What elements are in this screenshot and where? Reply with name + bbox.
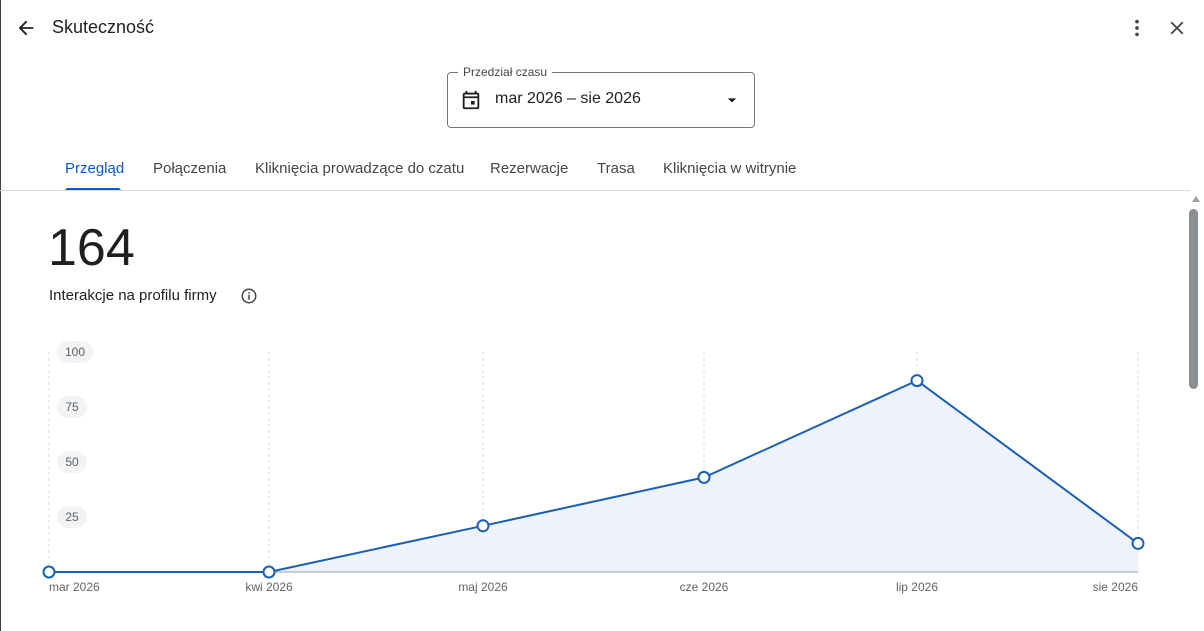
window-edge	[0, 0, 1, 631]
info-icon[interactable]	[240, 287, 258, 305]
chart-series-line	[49, 379, 1139, 573]
x-tick-label: cze 2026	[680, 580, 729, 594]
date-range-value: mar 2026 – sie 2026	[495, 90, 641, 107]
header: Skuteczność	[0, 0, 1204, 56]
more-vert-icon	[1135, 19, 1139, 37]
interactions-chart: 25 50 75 100 mar 2026 kwi 2026 maj 2026 cze 20…	[42, 341, 1145, 594]
scroll-up-arrow-icon[interactable]	[1192, 196, 1200, 202]
y-tick-label: 50	[65, 455, 79, 469]
dropdown-arrow-icon	[727, 98, 737, 103]
close-icon	[1170, 21, 1184, 35]
tab-chat-clicks[interactable]: Kliknięcia prowadzące do czatu	[255, 160, 465, 177]
chart-point[interactable]	[910, 374, 924, 388]
chart-point[interactable]	[1131, 536, 1145, 550]
scrollbar[interactable]	[1188, 193, 1204, 631]
chart-point[interactable]	[697, 470, 711, 484]
y-tick-label: 25	[65, 510, 79, 524]
y-tick-pill	[57, 451, 87, 473]
x-tick-label: kwi 2026	[245, 580, 293, 594]
y-tick-pill	[57, 506, 87, 528]
interactions-total: 164	[48, 219, 135, 277]
chart-point[interactable]	[476, 519, 490, 533]
y-tick-label: 75	[65, 400, 79, 414]
chart-point[interactable]	[42, 565, 56, 579]
chart-point[interactable]	[262, 565, 276, 579]
tab-directions[interactable]: Trasa	[597, 160, 635, 177]
x-tick-label: mar 2026	[49, 580, 100, 594]
more-options-button[interactable]	[1121, 12, 1153, 44]
arrow-back-icon	[18, 20, 34, 36]
y-tick-pill	[57, 341, 93, 363]
tab-bar: Przegląd Połączenia Kliknięcia prowadząc…	[0, 148, 1204, 191]
x-tick-label: sie 2026	[1093, 580, 1139, 594]
y-tick-label: 100	[65, 345, 85, 359]
date-range-label: Przedział czasu	[458, 65, 553, 79]
tab-calls[interactable]: Połączenia	[153, 160, 227, 177]
close-button[interactable]	[1161, 12, 1193, 44]
x-tick-label: lip 2026	[896, 580, 938, 594]
y-tick-pill	[57, 396, 87, 418]
date-range-select[interactable]: Przedział czasu mar 2026 – sie 2026	[447, 65, 755, 128]
scrollbar-thumb[interactable]	[1189, 209, 1198, 389]
tab-overview[interactable]: Przegląd	[65, 160, 125, 177]
tabs-divider	[0, 190, 1190, 191]
calendar-icon	[462, 90, 480, 110]
active-tab-indicator	[65, 188, 121, 191]
interactions-label: Interakcje na profilu firmy	[49, 287, 217, 304]
chart-area-fill	[49, 380, 1138, 572]
page-title: Skuteczność	[52, 17, 155, 37]
tab-bookings[interactable]: Rezerwacje	[490, 160, 569, 177]
x-tick-label: maj 2026	[458, 580, 508, 594]
back-button[interactable]	[10, 12, 42, 44]
tab-website-clicks[interactable]: Kliknięcia w witrynie	[663, 160, 797, 177]
